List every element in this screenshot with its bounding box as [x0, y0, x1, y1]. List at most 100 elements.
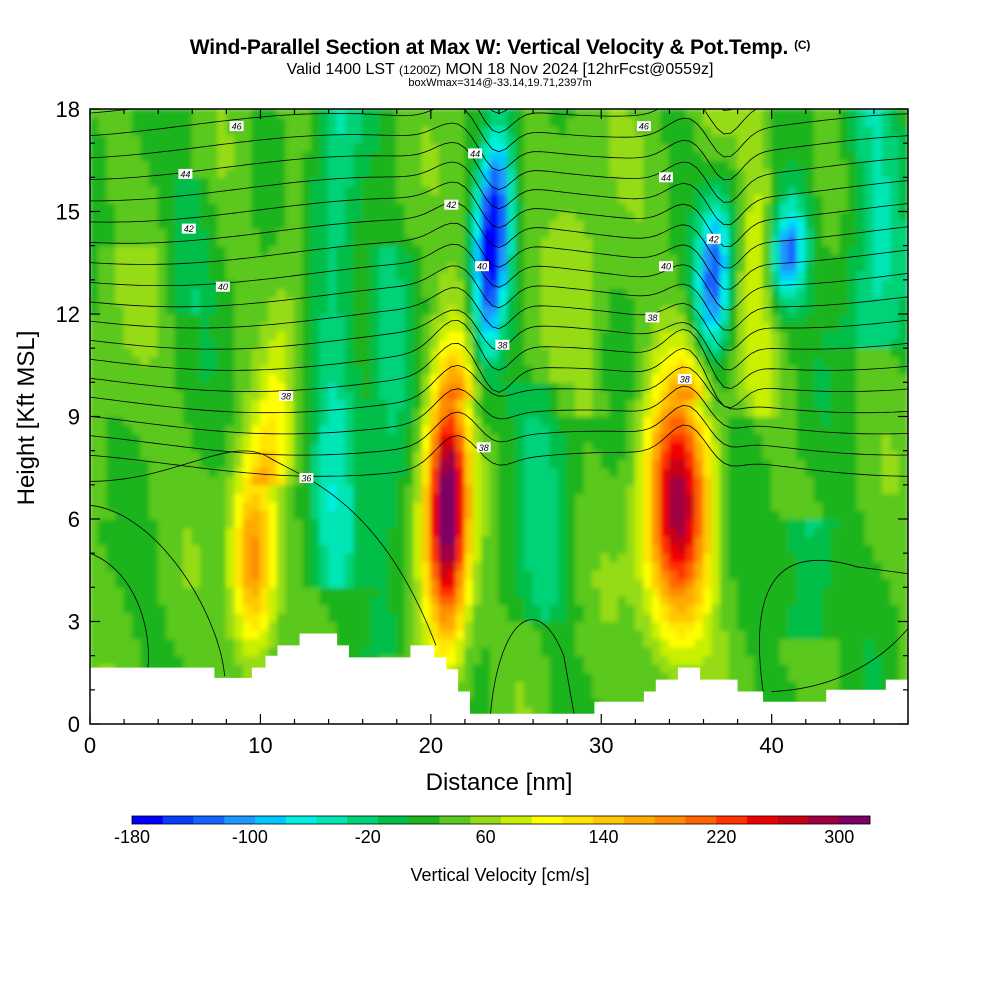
velocity-cell — [677, 552, 688, 563]
velocity-cell — [455, 535, 466, 563]
velocity-cell — [123, 245, 134, 349]
velocity-cell — [685, 492, 696, 520]
velocity-cell — [481, 142, 492, 161]
velocity-cell — [796, 193, 807, 213]
velocity-cell — [362, 646, 372, 657]
velocity-cell — [472, 236, 483, 281]
velocity-cell — [498, 168, 509, 196]
velocity-cell — [174, 390, 185, 657]
velocity-cell — [489, 125, 500, 136]
velocity-cell — [711, 109, 722, 136]
colorbar-swatch — [378, 816, 410, 824]
velocity-cell — [498, 287, 509, 307]
theta-label-text: 38 — [281, 392, 291, 402]
velocity-cell — [438, 544, 449, 563]
velocity-cell — [745, 109, 756, 213]
velocity-cell — [481, 535, 492, 648]
velocity-cell — [532, 620, 543, 631]
velocity-cell — [643, 561, 653, 588]
velocity-cell — [796, 219, 807, 272]
velocity-cell — [668, 381, 679, 409]
velocity-cell — [447, 381, 457, 392]
velocity-cell — [694, 415, 705, 426]
velocity-cell — [779, 219, 790, 230]
velocity-cell — [583, 415, 594, 443]
velocity-cell — [362, 398, 372, 588]
x-tick-label: 30 — [589, 733, 613, 758]
velocity-cell — [132, 245, 142, 358]
velocity-cell — [685, 586, 696, 606]
velocity-cell — [822, 637, 832, 724]
velocity-cell — [140, 245, 151, 366]
velocity-cell — [805, 262, 815, 315]
velocity-cell — [609, 287, 619, 477]
velocity-cell — [711, 176, 722, 187]
velocity-cell — [719, 227, 730, 255]
velocity-cell — [660, 407, 671, 418]
velocity-cell — [251, 535, 262, 580]
velocity-cell — [481, 304, 492, 324]
velocity-cell — [464, 330, 475, 349]
theta-contour — [90, 109, 758, 135]
velocity-cell — [651, 415, 662, 435]
velocity-cell — [251, 475, 262, 486]
velocity-cell — [609, 176, 619, 289]
velocity-cell — [149, 356, 159, 520]
velocity-cell — [779, 168, 790, 196]
colorbar-swatch — [162, 816, 194, 824]
velocity-cell — [736, 270, 747, 401]
velocity-cell — [251, 578, 262, 597]
velocity-cell — [498, 109, 509, 127]
velocity-cell — [694, 603, 705, 623]
velocity-cell — [694, 373, 705, 383]
velocity-cell — [200, 381, 210, 469]
velocity-cell — [898, 347, 908, 375]
velocity-cell — [506, 134, 517, 170]
velocity-cell — [472, 603, 483, 665]
velocity-cell — [438, 475, 449, 546]
velocity-cell — [225, 279, 236, 426]
theta-label-text: 38 — [647, 313, 657, 323]
velocity-cell — [472, 381, 483, 401]
theta-contour — [90, 181, 908, 247]
velocity-cell — [711, 159, 722, 178]
velocity-cell — [200, 109, 210, 178]
velocity-cell — [183, 424, 193, 529]
velocity-cell — [702, 330, 713, 341]
velocity-cell — [140, 364, 151, 460]
theta-label: 44 — [178, 168, 193, 179]
y-tick-label: 0 — [68, 712, 80, 737]
velocity-cell — [609, 475, 619, 563]
velocity-cell — [685, 398, 696, 418]
velocity-cell — [711, 245, 722, 298]
velocity-cell — [489, 193, 500, 281]
theta-label-text: 38 — [497, 340, 507, 350]
velocity-cell — [771, 219, 781, 238]
velocity-cell — [506, 381, 517, 418]
velocity-cell — [430, 109, 440, 144]
velocity-cell — [668, 620, 679, 631]
velocity-cell — [856, 270, 866, 349]
velocity-cell — [523, 381, 534, 418]
velocity-cell — [702, 287, 713, 307]
velocity-cell — [719, 210, 730, 230]
velocity-cell — [489, 185, 500, 196]
velocity-cell — [132, 134, 142, 247]
colorbar-label: Vertical Velocity [cm/s] — [410, 865, 589, 885]
velocity-cell — [668, 475, 679, 529]
velocity-cell — [276, 287, 287, 332]
velocity-cell — [234, 109, 244, 435]
velocity-cell — [208, 475, 219, 724]
colorbar-swatch — [716, 816, 748, 824]
colorbar-swatch — [439, 816, 471, 824]
velocity-cell — [558, 109, 568, 136]
velocity-cell — [404, 109, 415, 238]
velocity-cell — [455, 603, 466, 614]
velocity-cell — [634, 134, 645, 221]
velocity-cell — [464, 578, 475, 606]
theta-label-bg — [299, 473, 314, 483]
velocity-cell — [413, 245, 423, 409]
velocity-cell — [677, 398, 688, 409]
velocity-cell — [217, 176, 227, 247]
theta-label-bg — [468, 148, 483, 159]
